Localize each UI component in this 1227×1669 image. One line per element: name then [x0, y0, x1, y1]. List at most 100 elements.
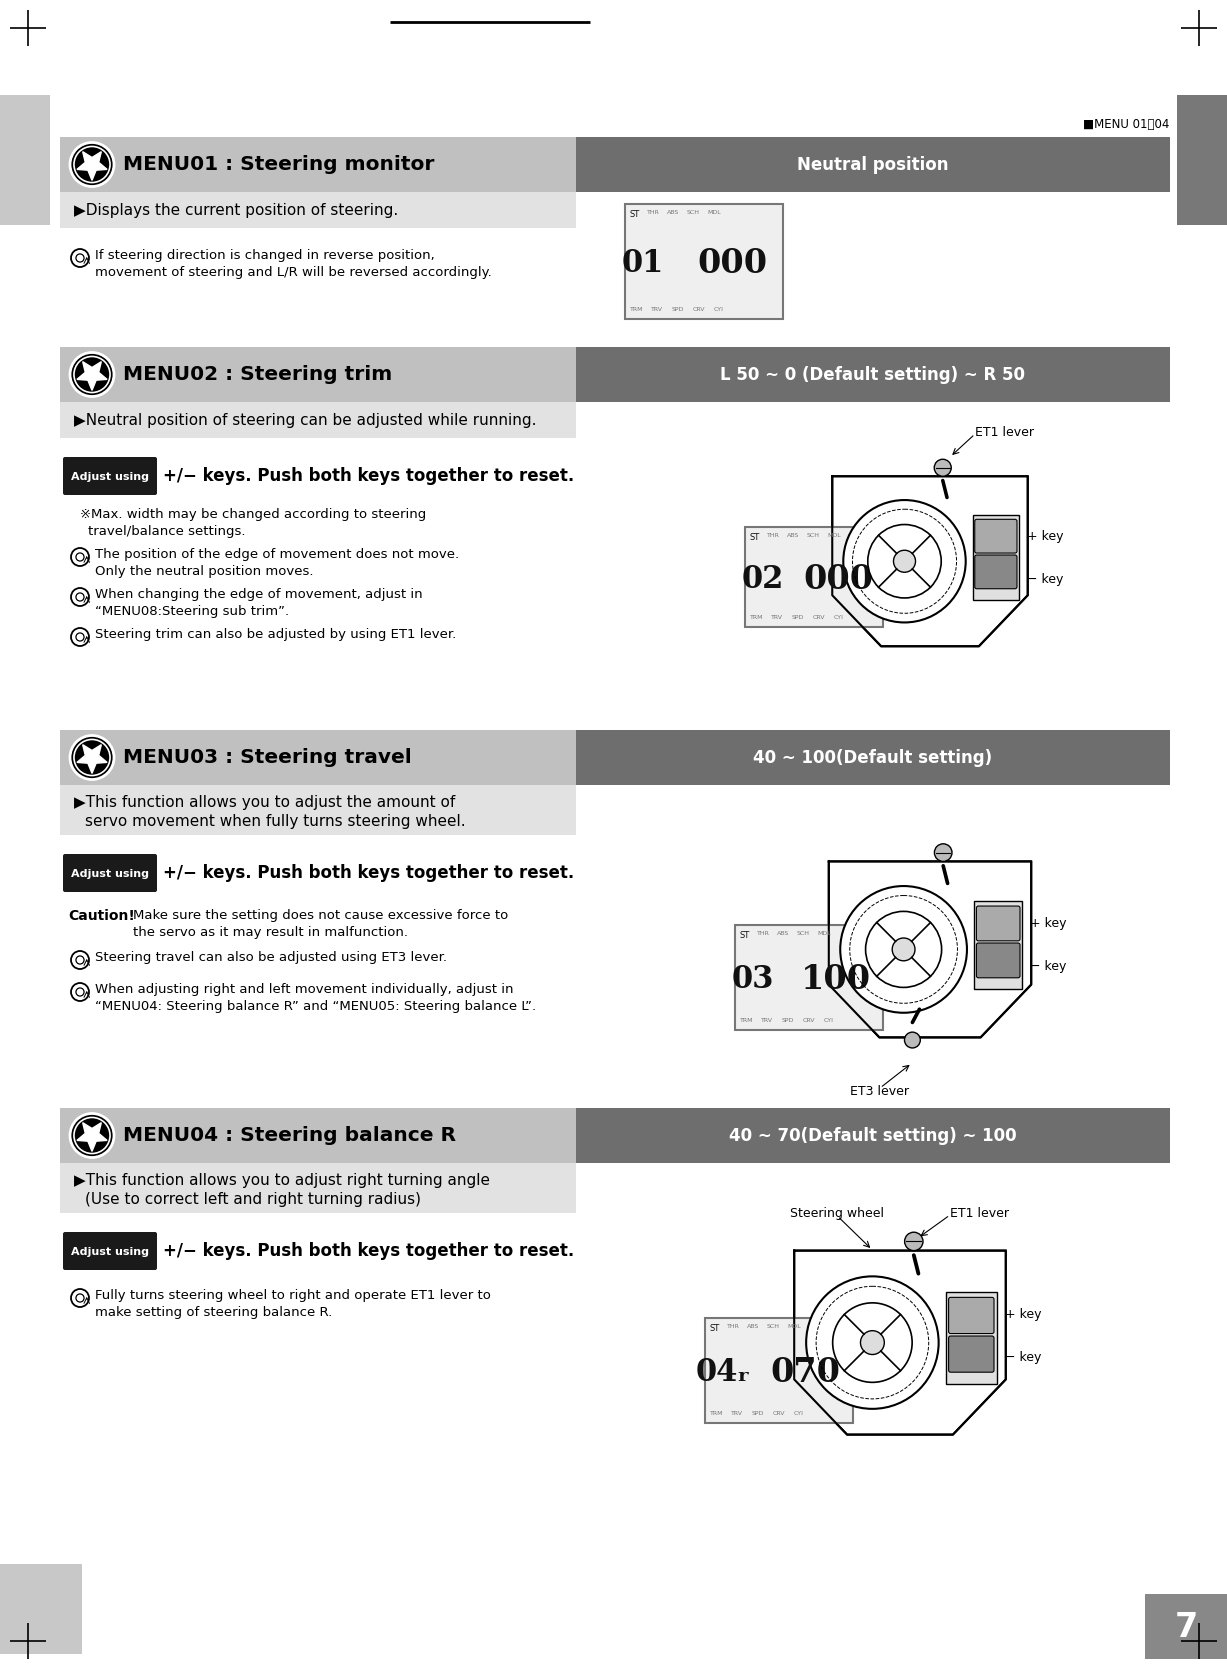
- FancyBboxPatch shape: [974, 556, 1017, 589]
- Text: SPD: SPD: [782, 1018, 794, 1023]
- Text: TRM: TRM: [750, 614, 763, 619]
- Text: When adjusting right and left movement individually, adjust in: When adjusting right and left movement i…: [94, 983, 514, 996]
- Text: travel/balance settings.: travel/balance settings.: [88, 526, 245, 537]
- Text: MENU03 : Steering travel: MENU03 : Steering travel: [123, 748, 412, 768]
- Text: CRV: CRV: [814, 614, 826, 619]
- FancyBboxPatch shape: [948, 1335, 994, 1372]
- Text: − key: − key: [1027, 572, 1064, 586]
- Text: ET1 lever: ET1 lever: [975, 426, 1034, 439]
- Circle shape: [843, 501, 966, 623]
- Text: ▶This function allows you to adjust right turning angle: ▶This function allows you to adjust righ…: [74, 1173, 490, 1188]
- Text: ST: ST: [710, 1324, 720, 1334]
- Text: MDL: MDL: [817, 931, 831, 936]
- Text: servo movement when fully turns steering wheel.: servo movement when fully turns steering…: [85, 813, 465, 828]
- Text: +/− keys. Push both keys together to reset.: +/− keys. Push both keys together to res…: [163, 1242, 574, 1260]
- Text: THR: THR: [757, 931, 769, 936]
- Text: ▶This function allows you to adjust the amount of: ▶This function allows you to adjust the …: [74, 794, 455, 809]
- Text: ST: ST: [740, 931, 750, 940]
- Text: 000: 000: [804, 562, 874, 596]
- Circle shape: [904, 1031, 920, 1048]
- Text: ST: ST: [750, 532, 761, 542]
- Text: CRV: CRV: [693, 307, 706, 312]
- Text: 100: 100: [800, 963, 871, 996]
- Bar: [575, 729, 1171, 784]
- Bar: [1145, 1594, 1227, 1659]
- FancyBboxPatch shape: [974, 519, 1017, 552]
- Bar: [735, 925, 883, 1030]
- Circle shape: [840, 886, 967, 1013]
- Text: ▶Neutral position of steering can be adjusted while running.: ▶Neutral position of steering can be adj…: [74, 412, 536, 427]
- Text: “MENU04: Steering balance R” and “MENU05: Steering balance L”.: “MENU04: Steering balance R” and “MENU05…: [94, 1000, 536, 1013]
- Bar: [0, 95, 50, 225]
- Text: MENU01 : Steering monitor: MENU01 : Steering monitor: [123, 155, 434, 174]
- Circle shape: [860, 1330, 885, 1355]
- Text: CYI: CYI: [834, 614, 844, 619]
- Text: MENU02 : Steering trim: MENU02 : Steering trim: [123, 366, 393, 384]
- Bar: [60, 729, 575, 784]
- Text: When changing the edge of movement, adjust in: When changing the edge of movement, adju…: [94, 587, 422, 601]
- FancyBboxPatch shape: [63, 1232, 157, 1270]
- Text: 04ᵣ: 04ᵣ: [696, 1357, 751, 1389]
- FancyBboxPatch shape: [948, 1297, 994, 1334]
- Text: SCH: SCH: [767, 1324, 780, 1329]
- Text: L 50 ∼ 0 (Default setting) ∼ R 50: L 50 ∼ 0 (Default setting) ∼ R 50: [720, 366, 1026, 384]
- Text: CYI: CYI: [714, 307, 724, 312]
- Text: CYI: CYI: [825, 1018, 834, 1023]
- Circle shape: [70, 142, 114, 187]
- Text: Steering wheel: Steering wheel: [790, 1207, 885, 1220]
- Text: TRV: TRV: [771, 614, 783, 619]
- Text: + key: + key: [1027, 531, 1064, 542]
- Bar: [575, 1108, 1171, 1163]
- Text: Steering trim can also be adjusted by using ET1 lever.: Steering trim can also be adjusted by us…: [94, 628, 456, 641]
- Text: 02: 02: [742, 564, 784, 594]
- Text: SCH: SCH: [798, 931, 810, 936]
- Bar: [974, 901, 1022, 990]
- Circle shape: [893, 551, 915, 572]
- FancyBboxPatch shape: [977, 943, 1020, 978]
- Bar: [745, 527, 883, 628]
- Text: ■MENU 01～04: ■MENU 01～04: [1082, 118, 1169, 130]
- Bar: [575, 347, 1171, 402]
- Text: 7: 7: [1174, 1611, 1198, 1644]
- Text: ET3 lever: ET3 lever: [850, 1085, 909, 1098]
- Text: ET1 lever: ET1 lever: [950, 1207, 1009, 1220]
- Text: If steering direction is changed in reverse position,: If steering direction is changed in reve…: [94, 249, 434, 262]
- Text: Steering travel can also be adjusted using ET3 lever.: Steering travel can also be adjusted usi…: [94, 951, 447, 965]
- Circle shape: [70, 352, 114, 397]
- Polygon shape: [77, 744, 107, 773]
- Text: Caution!: Caution!: [67, 910, 135, 923]
- Polygon shape: [77, 152, 107, 180]
- Text: 40 ∼ 100(Default setting): 40 ∼ 100(Default setting): [753, 748, 993, 766]
- Text: CRV: CRV: [802, 1018, 816, 1023]
- Text: SPD: SPD: [672, 307, 685, 312]
- Circle shape: [865, 911, 941, 988]
- Bar: [625, 204, 783, 319]
- Text: TRV: TRV: [652, 307, 663, 312]
- Bar: [946, 1292, 996, 1384]
- Circle shape: [935, 845, 952, 861]
- Bar: [60, 402, 577, 437]
- Circle shape: [867, 524, 941, 598]
- Text: + key: + key: [1031, 916, 1067, 930]
- Text: CYI: CYI: [794, 1410, 804, 1415]
- Text: ABS: ABS: [747, 1324, 760, 1329]
- Text: MDL: MDL: [707, 210, 720, 215]
- Text: + key: + key: [1005, 1307, 1040, 1320]
- Text: “MENU08:Steering sub trim”.: “MENU08:Steering sub trim”.: [94, 604, 290, 618]
- Text: Only the neutral position moves.: Only the neutral position moves.: [94, 566, 314, 577]
- Text: TRV: TRV: [761, 1018, 773, 1023]
- Text: SPD: SPD: [752, 1410, 764, 1415]
- Text: SCH: SCH: [807, 532, 820, 537]
- Text: Adjust using: Adjust using: [71, 472, 148, 482]
- Circle shape: [934, 459, 951, 476]
- Text: +/− keys. Push both keys together to reset.: +/− keys. Push both keys together to res…: [163, 865, 574, 881]
- Text: − key: − key: [1005, 1350, 1040, 1364]
- Text: make setting of steering balance R.: make setting of steering balance R.: [94, 1307, 333, 1319]
- Text: TRM: TRM: [629, 307, 643, 312]
- Circle shape: [806, 1277, 939, 1409]
- Text: ▶Displays the current position of steering.: ▶Displays the current position of steeri…: [74, 202, 399, 217]
- Bar: [60, 347, 575, 402]
- Bar: [1177, 95, 1227, 225]
- Text: +/− keys. Push both keys together to reset.: +/− keys. Push both keys together to res…: [163, 467, 574, 486]
- Text: SPD: SPD: [791, 614, 805, 619]
